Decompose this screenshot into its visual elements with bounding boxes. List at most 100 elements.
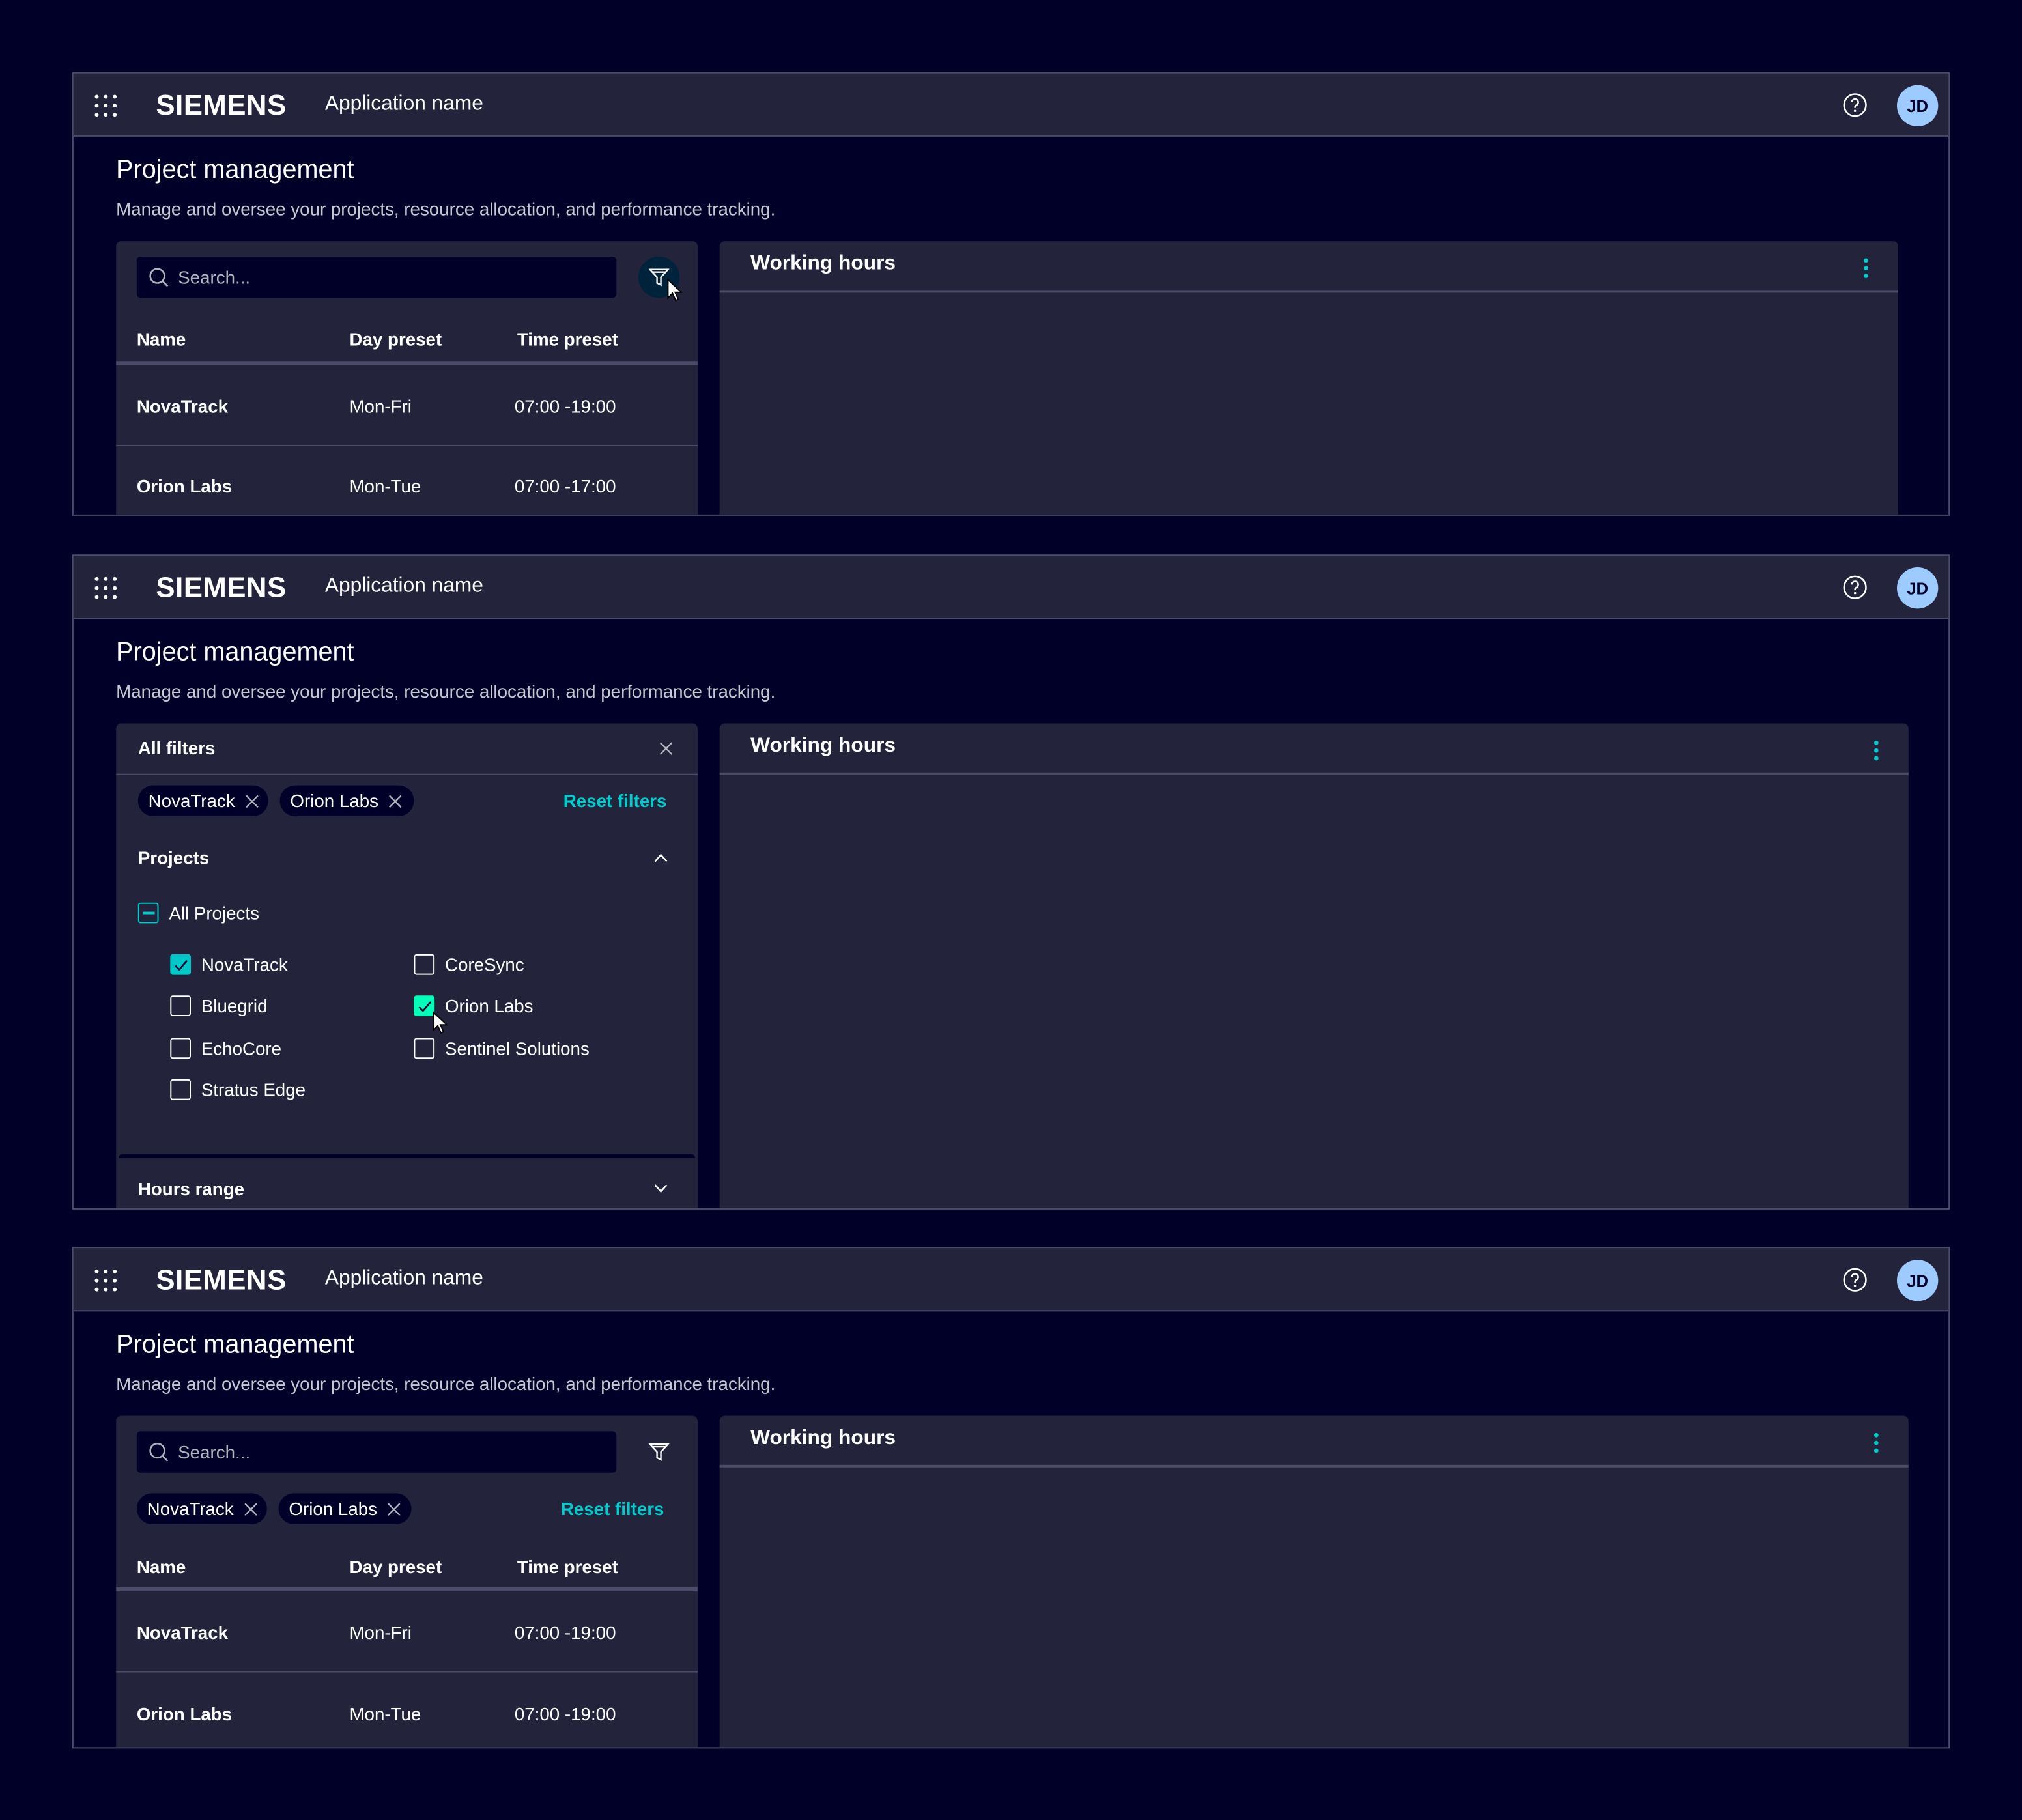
search-placeholder: Search... [178, 1442, 251, 1462]
chip-label: Orion Labs [290, 790, 378, 812]
grid-menu-icon[interactable] [94, 1269, 118, 1292]
chip-label: NovaTrack [147, 1498, 234, 1519]
page-title: Project management [116, 1330, 354, 1359]
checkbox-all-projects[interactable]: All Projects [137, 902, 259, 924]
search-input[interactable]: Search... [136, 256, 617, 298]
avatar[interactable]: JD [1896, 1260, 1939, 1301]
filter-icon [649, 1443, 669, 1461]
checkbox-icon [414, 954, 435, 975]
chip-remove-icon[interactable] [389, 793, 403, 808]
widget-divider [719, 772, 1909, 775]
row-time: 07:00 -19:00 [514, 395, 616, 417]
checkbox-bluegrid[interactable]: Bluegrid [170, 995, 268, 1016]
column-header-day-preset[interactable]: Day preset [349, 1556, 442, 1578]
row-name: Orion Labs [136, 476, 233, 497]
checkbox-label: Stratus Edge [201, 1079, 306, 1100]
filter-button[interactable] [638, 1431, 679, 1472]
section-divider [119, 1154, 696, 1158]
checkbox-echocore[interactable]: EchoCore [170, 1038, 281, 1059]
column-header-time-preset[interactable]: Time preset [517, 1556, 618, 1578]
checkbox-sentinel-solutions[interactable]: Sentinel Solutions [414, 1038, 590, 1059]
chip-label: NovaTrack [148, 790, 235, 812]
checkbox-novatrack[interactable]: NovaTrack [170, 954, 288, 975]
chip-remove-icon[interactable] [244, 1501, 258, 1516]
avatar[interactable]: JD [1896, 85, 1939, 127]
chip-label: Orion Labs [289, 1498, 378, 1519]
help-icon[interactable] [1843, 93, 1868, 118]
checkbox-label: CoreSync [444, 954, 524, 975]
chevron-down-icon[interactable] [654, 1184, 668, 1194]
avatar[interactable]: JD [1896, 567, 1939, 609]
row-name: Orion Labs [136, 1703, 233, 1724]
checkbox-coresync[interactable]: CoreSync [414, 954, 524, 975]
search-input[interactable]: Search... [136, 1431, 617, 1473]
chip-remove-icon[interactable] [388, 1501, 402, 1516]
kebab-icon[interactable] [1873, 740, 1879, 761]
kebab-icon[interactable] [1873, 1432, 1879, 1453]
siemens-logo: SIEMENS [156, 1264, 287, 1296]
header-divider [116, 361, 698, 365]
row-divider [116, 1671, 698, 1673]
widget-divider [719, 1464, 1909, 1468]
projects-table-card: Search... Name Day preset Time preset No… [116, 241, 698, 515]
row-time: 07:00 -17:00 [514, 476, 616, 497]
row-divider [116, 444, 698, 446]
chip-remove-icon[interactable] [245, 793, 259, 808]
grid-menu-icon[interactable] [94, 576, 118, 600]
app-header: SIEMENS Application name JD [73, 1248, 1949, 1312]
widget-title: Working hours [750, 1427, 896, 1450]
mouse-cursor-icon [433, 1011, 448, 1034]
page-title: Project management [116, 638, 354, 667]
column-header-name[interactable]: Name [136, 328, 186, 350]
search-icon [149, 1442, 169, 1462]
search-icon [149, 268, 169, 287]
reset-filters-link[interactable]: Reset filters [563, 790, 667, 812]
projects-section-header[interactable]: Projects [137, 847, 210, 868]
indeterminate-icon [137, 902, 159, 924]
row-day: Mon-Fri [349, 1622, 412, 1643]
column-header-time-preset[interactable]: Time preset [517, 328, 618, 350]
app-header: SIEMENS Application name JD [73, 73, 1949, 137]
filter-chip[interactable]: NovaTrack [136, 1493, 267, 1524]
checkbox-label: Sentinel Solutions [444, 1038, 590, 1059]
chevron-up-icon[interactable] [654, 853, 668, 863]
checkbox-label: All Projects [169, 902, 259, 924]
kebab-icon[interactable] [1864, 258, 1869, 279]
help-icon[interactable] [1843, 1268, 1868, 1292]
checkbox-orion-labs[interactable]: Orion Labs [414, 995, 534, 1016]
app-name: Application name [324, 92, 483, 115]
filter-panel: All filters NovaTrack Orion Labs Reset f… [116, 723, 698, 1208]
app-name: Application name [324, 575, 483, 597]
hours-range-section-header[interactable]: Hours range [137, 1178, 245, 1200]
checkbox-label: Bluegrid [201, 995, 268, 1016]
screen-state-3: SIEMENS Application name JD Project mana… [72, 1247, 1950, 1749]
close-icon[interactable] [659, 741, 674, 756]
siemens-logo: SIEMENS [156, 571, 287, 604]
row-name: NovaTrack [136, 395, 229, 417]
grid-menu-icon[interactable] [94, 94, 118, 118]
screen-state-2: SIEMENS Application name JD Project mana… [72, 554, 1950, 1210]
widget-divider [719, 290, 1898, 293]
mouse-cursor-icon [667, 279, 683, 302]
checkbox-label: EchoCore [201, 1038, 282, 1059]
filter-chip[interactable]: Orion Labs [278, 1493, 412, 1524]
checkbox-icon [170, 1038, 191, 1059]
checkbox-stratus-edge[interactable]: Stratus Edge [170, 1079, 306, 1100]
reset-filters-link[interactable]: Reset filters [560, 1498, 664, 1519]
column-header-day-preset[interactable]: Day preset [349, 328, 442, 350]
siemens-logo: SIEMENS [156, 89, 287, 122]
app-name: Application name [324, 1267, 483, 1290]
working-hours-card: Working hours [719, 241, 1898, 515]
filter-chip[interactable]: NovaTrack [137, 785, 268, 817]
filter-chip[interactable]: Orion Labs [279, 785, 414, 817]
row-day: Mon-Tue [349, 1703, 421, 1724]
row-time: 07:00 -19:00 [514, 1703, 616, 1724]
widget-title: Working hours [750, 253, 896, 275]
help-icon[interactable] [1843, 575, 1868, 600]
checkbox-icon [170, 1079, 191, 1100]
column-header-name[interactable]: Name [136, 1556, 186, 1578]
page-subtitle: Manage and oversee your projects, resour… [116, 198, 776, 220]
checkbox-checked-icon [414, 995, 435, 1016]
row-day: Mon-Fri [349, 395, 412, 417]
page-subtitle: Manage and oversee your projects, resour… [116, 681, 776, 702]
